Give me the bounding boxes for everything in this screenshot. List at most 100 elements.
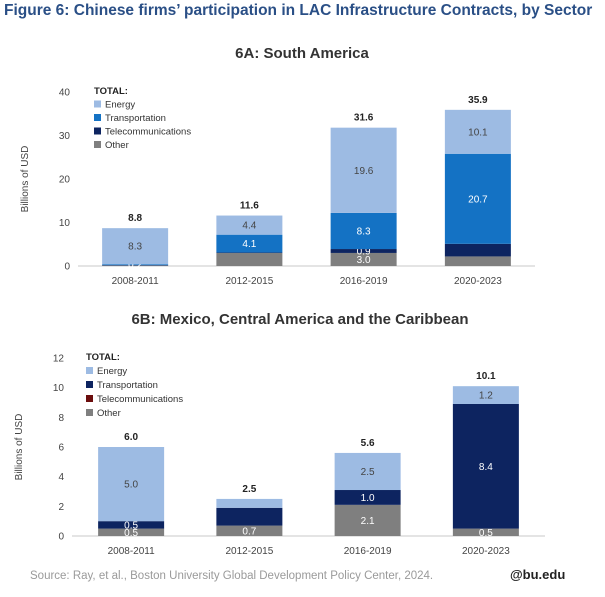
y-axis-label: Billions of USD (14, 414, 25, 481)
y-tick-label: 6 (58, 443, 64, 454)
legend-label: Telecommunications (105, 127, 191, 138)
bar-segment (216, 252, 283, 266)
data-label: 1.2 (479, 391, 493, 402)
x-tick-label: 2016-2019 (340, 276, 388, 287)
data-label: 1.0 (361, 493, 375, 504)
data-label: 0.7 (242, 526, 256, 537)
bar-segment (216, 234, 283, 253)
bar-segment (444, 256, 511, 266)
bar-segment (102, 228, 169, 265)
legend-swatch (94, 100, 101, 108)
legend-label: Energy (105, 100, 135, 111)
total-label: 5.6 (361, 438, 375, 449)
legend-label: Energy (97, 366, 127, 377)
x-tick-label: 2020-2023 (462, 546, 510, 557)
y-tick-label: 0 (58, 532, 64, 543)
chart-title: 6B: Mexico, Central America and the Cari… (131, 311, 468, 328)
x-tick-label: 2016-2019 (344, 546, 392, 557)
data-label: 8.3 (357, 226, 371, 237)
legend-swatch (86, 395, 93, 402)
x-tick-label: 2012-2015 (225, 546, 273, 557)
chart-title: 6A: South America (235, 45, 369, 62)
chart-6a: 6A: South America 0 10 20 30 40 Billions of US… (20, 45, 535, 287)
bar-segment (216, 525, 283, 536)
bar-segment (102, 264, 169, 266)
data-label: 3.0 (357, 255, 371, 266)
data-label: 0.5 (124, 520, 138, 531)
y-tick-label: 10 (59, 218, 71, 229)
data-label: 0.5 (479, 528, 493, 539)
legend-label: Other (105, 140, 129, 151)
bar-segment (330, 249, 397, 253)
total-label: 35.9 (468, 95, 488, 106)
y-tick-label: 20 (59, 175, 71, 186)
x-tick-label: 2020-2023 (454, 276, 502, 287)
x-tick-label: 2008-2011 (112, 276, 160, 287)
chart-6b: 6B: Mexico, Central America and the Cari… (14, 311, 545, 557)
data-label: 2.1 (361, 516, 375, 527)
bar-segment (452, 528, 519, 536)
bar-segment (216, 507, 283, 526)
total-label: 8.8 (128, 213, 142, 224)
bar-segment (216, 215, 283, 235)
data-label: 4.1 (242, 239, 256, 250)
y-tick-label: 40 (59, 88, 71, 99)
legend-swatch (86, 381, 93, 388)
data-label: 0.9 (357, 246, 371, 257)
bar-segment (98, 447, 165, 522)
bar-segment (330, 252, 397, 266)
y-tick-label: 2 (58, 502, 64, 513)
y-tick-label: 4 (58, 472, 64, 483)
legend-title: TOTAL: (86, 352, 120, 363)
y-tick-label: 30 (59, 131, 71, 142)
total-label: 31.6 (354, 113, 374, 124)
bu-handle: @bu.edu (510, 567, 566, 582)
y-tick-label: 8 (58, 413, 64, 424)
y-axis-label: Billions of USD (20, 146, 31, 213)
data-label: 8.4 (479, 462, 493, 473)
bar-segment (334, 452, 401, 491)
source-note: Source: Ray, et al., Boston University G… (30, 570, 434, 582)
bar-segment (98, 528, 165, 536)
data-label: 4.4 (242, 221, 256, 232)
total-label: 2.5 (242, 484, 256, 495)
bar-segment (444, 109, 511, 154)
data-label: 5.0 (124, 480, 138, 491)
x-tick-label: 2012-2015 (225, 276, 273, 287)
bar-segment (444, 153, 511, 244)
figure-title: Figure 6: Chinese firms’ participation i… (4, 2, 593, 19)
x-tick-label: 2008-2011 (108, 546, 156, 557)
bar-segment (444, 243, 511, 257)
legend-label: Transportation (105, 113, 166, 124)
legend-title: TOTAL: (94, 86, 128, 97)
legend-swatch (94, 141, 101, 148)
bar-segment (452, 386, 519, 404)
bar-segment (452, 403, 519, 529)
bar-segment (334, 490, 401, 505)
y-tick-label: 12 (53, 354, 65, 365)
data-label: 0.5 (124, 528, 138, 539)
data-label: 19.6 (354, 166, 374, 177)
total-label: 11.6 (240, 201, 259, 212)
data-label: 20.7 (468, 194, 488, 205)
legend-swatch (86, 367, 93, 374)
total-label: 10.1 (476, 371, 496, 382)
y-tick-label: 0 (64, 262, 70, 273)
data-label: 2.5 (361, 467, 375, 478)
data-label: 0.2 (128, 260, 142, 271)
legend-swatch (94, 114, 101, 121)
legend-label: Telecommunications (97, 394, 183, 405)
legend-label: Other (97, 408, 121, 419)
bar-segment (98, 521, 165, 529)
data-label: 10.1 (468, 127, 488, 138)
bar-segment (330, 212, 397, 250)
data-label: 8.3 (128, 242, 142, 253)
total-label: 6.0 (124, 432, 138, 443)
legend-swatch (94, 127, 101, 135)
bar-segment (216, 498, 283, 508)
legend-swatch (86, 409, 93, 416)
bar-segment (334, 504, 401, 536)
legend-label: Transportation (97, 380, 158, 391)
y-tick-label: 10 (53, 383, 65, 394)
bar-segment (330, 127, 397, 213)
